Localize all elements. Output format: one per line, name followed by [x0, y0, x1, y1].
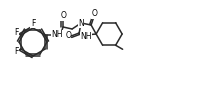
- Text: F: F: [14, 28, 19, 37]
- Text: O: O: [91, 9, 97, 18]
- Text: F: F: [31, 18, 35, 28]
- Text: F: F: [14, 47, 19, 56]
- Text: O: O: [60, 12, 66, 21]
- Text: NH: NH: [80, 32, 91, 41]
- Text: NH: NH: [51, 31, 63, 39]
- Text: N: N: [78, 18, 84, 28]
- Text: O: O: [65, 31, 71, 40]
